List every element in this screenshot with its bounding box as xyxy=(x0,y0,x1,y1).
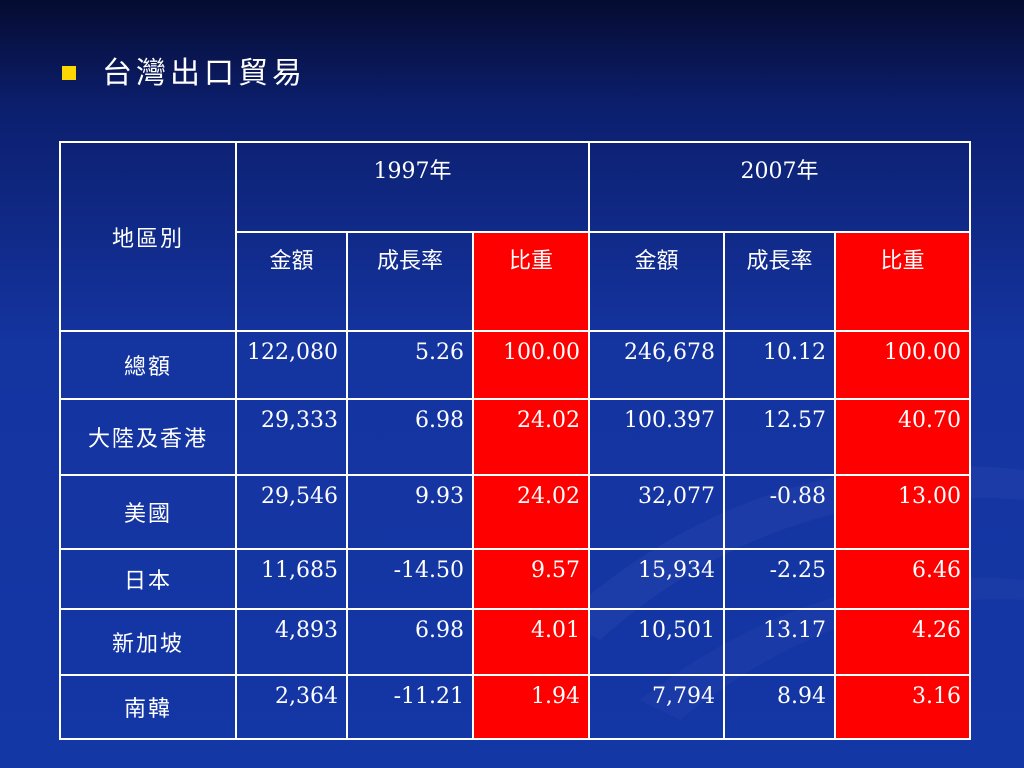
amount-2007-cell: 10,501 xyxy=(588,608,725,676)
region-cell: 南韓 xyxy=(59,674,237,740)
growth-1997-cell: -14.50 xyxy=(346,548,474,610)
subheader-amount-1997: 金額 xyxy=(235,231,348,332)
table-row: 美國 29,546 9.93 24.02 32,077 -0.88 13.00 xyxy=(59,474,971,550)
year-header-2007: 2007年 xyxy=(588,141,971,233)
share-2007-cell: 6.46 xyxy=(834,548,971,610)
table-row: 新加坡 4,893 6.98 4.01 10,501 13.17 4.26 xyxy=(59,608,971,676)
share-2007-cell: 13.00 xyxy=(834,474,971,550)
amount-2007-cell: 32,077 xyxy=(588,474,725,550)
export-table: 地區別 1997年 2007年 金額 成長率 比重 金額 成長率 比重 總額 1… xyxy=(59,141,971,740)
year-header-1997: 1997年 xyxy=(235,141,590,233)
bullet-square xyxy=(62,66,76,80)
slide-title: 台灣出口貿易 xyxy=(102,56,306,91)
region-cell: 美國 xyxy=(59,474,237,550)
growth-1997-cell: 6.98 xyxy=(346,398,474,476)
growth-1997-cell: 6.98 xyxy=(346,608,474,676)
share-1997-cell: 24.02 xyxy=(472,398,590,476)
share-2007-cell: 3.16 xyxy=(834,674,971,740)
growth-1997-cell: -11.21 xyxy=(346,674,474,740)
growth-2007-cell: 12.57 xyxy=(723,398,836,476)
region-cell: 日本 xyxy=(59,548,237,610)
growth-2007-cell: -0.88 xyxy=(723,474,836,550)
amount-1997-cell: 29,546 xyxy=(235,474,348,550)
amount-2007-cell: 246,678 xyxy=(588,330,725,400)
subheader-share-1997: 比重 xyxy=(472,231,590,332)
table-row: 大陸及香港 29,333 6.98 24.02 100.397 12.57 40… xyxy=(59,398,971,476)
growth-1997-cell: 5.26 xyxy=(346,330,474,400)
subheader-growth-1997: 成長率 xyxy=(346,231,474,332)
amount-2007-cell: 100.397 xyxy=(588,398,725,476)
table-row: 南韓 2,364 -11.21 1.94 7,794 8.94 3.16 xyxy=(59,674,971,740)
amount-2007-cell: 7,794 xyxy=(588,674,725,740)
growth-2007-cell: 10.12 xyxy=(723,330,836,400)
share-1997-cell: 100.00 xyxy=(472,330,590,400)
amount-1997-cell: 2,364 xyxy=(235,674,348,740)
amount-1997-cell: 4,893 xyxy=(235,608,348,676)
share-1997-cell: 4.01 xyxy=(472,608,590,676)
region-header: 地區別 xyxy=(59,141,237,332)
amount-2007-cell: 15,934 xyxy=(588,548,725,610)
share-1997-cell: 9.57 xyxy=(472,548,590,610)
region-cell: 新加坡 xyxy=(59,608,237,676)
share-2007-cell: 100.00 xyxy=(834,330,971,400)
amount-1997-cell: 11,685 xyxy=(235,548,348,610)
growth-2007-cell: 13.17 xyxy=(723,608,836,676)
table-row: 日本 11,685 -14.50 9.57 15,934 -2.25 6.46 xyxy=(59,548,971,610)
growth-1997-cell: 9.93 xyxy=(346,474,474,550)
share-1997-cell: 1.94 xyxy=(472,674,590,740)
region-cell: 大陸及香港 xyxy=(59,398,237,476)
share-1997-cell: 24.02 xyxy=(472,474,590,550)
amount-1997-cell: 122,080 xyxy=(235,330,348,400)
amount-1997-cell: 29,333 xyxy=(235,398,348,476)
subheader-amount-2007: 金額 xyxy=(588,231,725,332)
subheader-share-2007: 比重 xyxy=(834,231,971,332)
region-cell: 總額 xyxy=(59,330,237,400)
growth-2007-cell: -2.25 xyxy=(723,548,836,610)
share-2007-cell: 40.70 xyxy=(834,398,971,476)
table-row: 總額 122,080 5.26 100.00 246,678 10.12 100… xyxy=(59,330,971,400)
subheader-growth-2007: 成長率 xyxy=(723,231,836,332)
share-2007-cell: 4.26 xyxy=(834,608,971,676)
growth-2007-cell: 8.94 xyxy=(723,674,836,740)
